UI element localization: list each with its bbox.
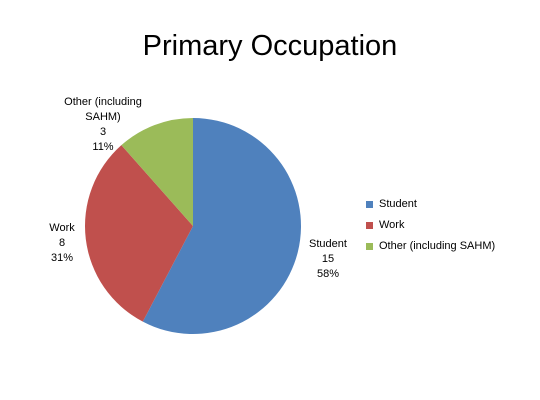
legend-label-student: Student [379,198,417,210]
data-label-student: Student 15 58% [309,238,347,280]
pie-slice-other [121,118,193,226]
legend-swatch-other [366,242,373,250]
legend-swatch-work [366,221,373,229]
data-label-work: Work 8 31% [49,222,75,264]
pie-slice-student [142,118,301,334]
legend-swatch-student [366,200,373,208]
legend-item-student: Student [366,198,417,210]
chart-title: Primary Occupation [142,30,398,62]
legend-label-work: Work [379,219,405,231]
data-label-other: Other (including SAHM) 3 11% [64,96,142,153]
legend-item-other: Other (including SAHM) [366,240,495,252]
legend-item-work: Work [366,219,404,231]
pie-slice-work [84,145,193,322]
legend-label-other: Other (including SAHM) [379,240,496,252]
